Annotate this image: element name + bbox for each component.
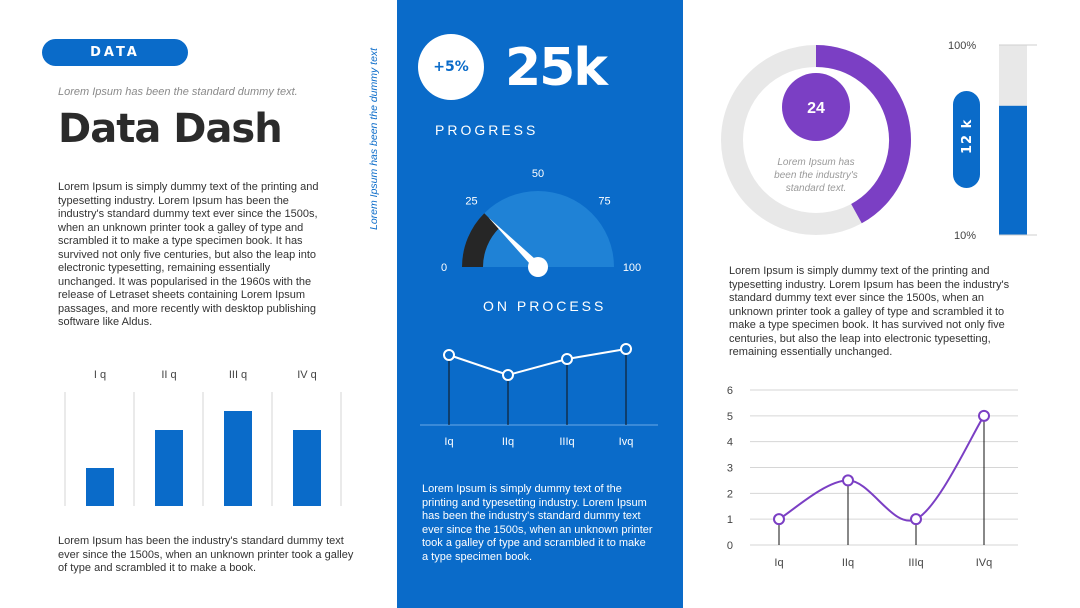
big-number: 25k [505,38,608,98]
gauge-needle [488,217,541,270]
vbar-value-text: 12 k [960,118,975,154]
vertical-progress-bar: 100% 10% [948,40,1037,242]
process-category-label: IIIq [559,436,574,448]
delta-badge: +5% [418,34,484,100]
ql-category-label: IIIq [908,557,923,569]
ql-category-label: IIq [842,557,854,569]
page-title: Data Dash [58,106,283,152]
donut-value-text: 24 [807,100,825,117]
bar-1 [86,468,114,506]
gauge-tick-label: 50 [532,168,544,180]
ql-ytick-label: 3 [727,463,733,475]
ql-ytick-label: 1 [727,514,733,526]
bar-category-label: II q [161,369,176,381]
donut-caption: Lorem Ipsum has been the industry's stan… [774,157,858,194]
subtitle: Lorem Ipsum has been the standard dummy … [58,86,298,98]
donut-segment [815,45,911,224]
gauge-tick-label: 75 [598,196,610,208]
bar-4 [293,430,321,506]
quarter-line-chart: 0 1 2 3 4 5 6 Iq IIq IIIq IVq [727,385,1018,569]
vbar-value-pill: 12 k [953,91,980,188]
ql-ytick-label: 0 [727,540,733,552]
vertical-caption: Lorem Ipsum has been the dummy text [366,40,380,230]
ql-point-3 [910,513,922,526]
process-category-label: IIq [502,436,514,448]
intro-paragraph: Lorem Ipsum is simply dummy text of the … [58,181,319,328]
donut-value-badge [782,73,850,141]
vbar-fill [999,105,1027,235]
process-point-3 [561,353,573,365]
process-series-line [448,348,627,377]
donut-chart: 24 [721,45,911,235]
right-paragraph: Lorem Ipsum is simply dummy text of the … [729,265,1010,358]
vbar-tick-bottom: 10% [954,230,976,242]
quarter-bar-chart: I q II q III q IV q [64,369,342,506]
gauge-hub [528,257,548,277]
process-point-1 [443,349,455,361]
process-category-label: Ivq [619,436,634,448]
bar-3 [224,411,252,506]
ql-ytick-label: 6 [727,385,733,397]
gauge-tick-label: 100 [623,262,641,274]
ql-series-line [778,415,985,522]
progress-label: PROGRESS [435,122,539,138]
gauge-face [462,191,614,267]
bar-category-label: I q [94,369,106,381]
footer-paragraph: Lorem Ipsum has been the industry's stan… [58,535,354,574]
ql-point-4 [978,409,990,422]
blue-paragraph: Lorem Ipsum is simply dummy text of the … [422,483,653,563]
process-line-chart: Iq IIq IIIq Ivq [420,343,658,448]
ql-point-2 [842,474,854,487]
bar-category-label: III q [229,369,247,381]
progress-gauge: 0 25 50 75 100 [441,168,641,277]
ql-ytick-label: 5 [727,411,733,423]
ql-category-label: Iq [774,557,783,569]
vbar-tick-top: 100% [948,40,976,52]
ql-point-1 [773,513,785,526]
bar-2 [155,430,183,506]
vertical-caption-text: Lorem Ipsum has been the dummy text [368,47,380,230]
gauge-tick-label: 0 [441,262,447,274]
process-point-4 [620,343,632,355]
gauge-progress-segment [462,213,500,267]
process-category-label: Iq [444,436,453,448]
on-process-label: ON PROCESS [483,298,607,314]
ql-ytick-label: 2 [727,488,733,500]
ql-category-label: IVq [976,557,993,569]
bar-category-label: IV q [297,369,317,381]
blue-panel [397,0,683,608]
process-point-2 [502,369,514,381]
ql-ytick-label: 4 [727,437,733,449]
gauge-tick-label: 25 [465,196,477,208]
data-badge: DATA [42,39,188,66]
